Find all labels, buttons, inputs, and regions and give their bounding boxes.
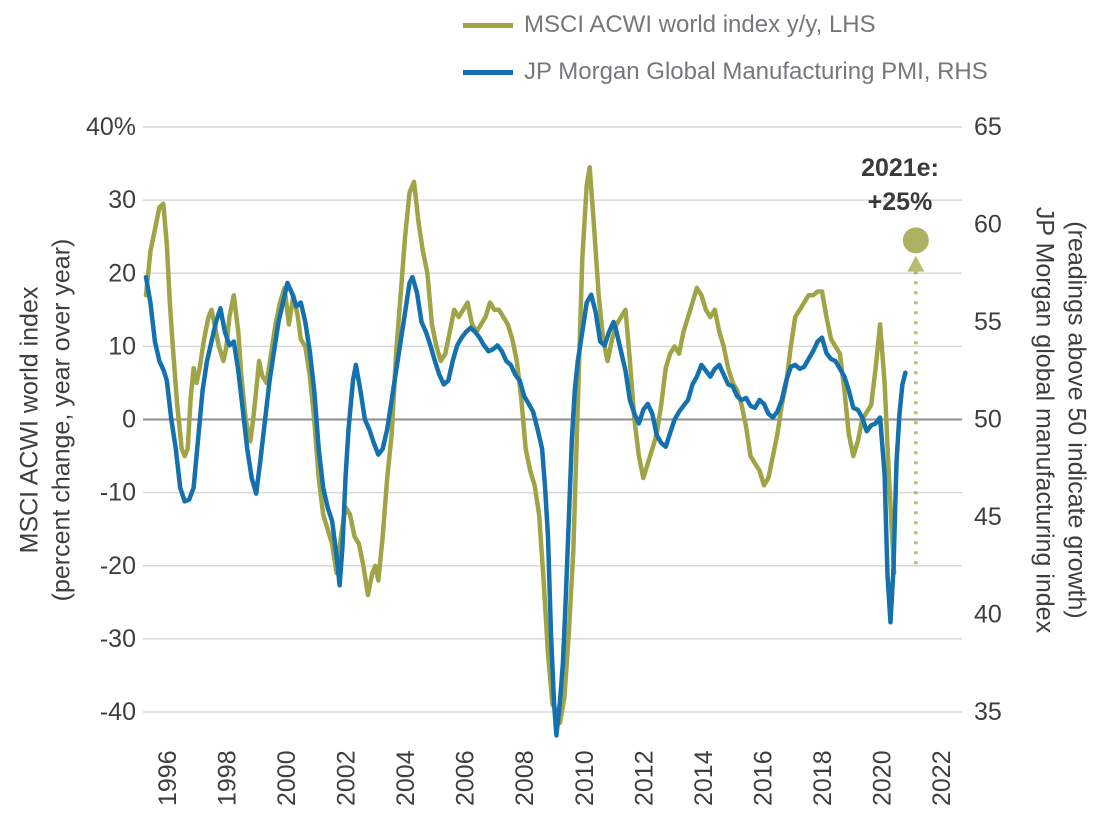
left-tick-label: -20 [100, 552, 136, 580]
x-tick-label: 2002 [333, 750, 361, 806]
x-tick-label: 2022 [928, 750, 956, 806]
left-tick-label: 20 [108, 259, 136, 287]
x-tick-label: 2006 [452, 750, 480, 806]
x-tick-label: 2020 [869, 750, 897, 806]
left-tick-label: -30 [100, 625, 136, 653]
left-tick-label: 10 [108, 332, 136, 360]
right-tick-label: 50 [974, 406, 1002, 434]
x-tick-label: 2018 [809, 750, 837, 806]
x-tick-label: 1996 [154, 750, 182, 806]
x-tick-label: 2014 [690, 750, 718, 806]
right-tick-label: 45 [974, 503, 1002, 531]
msci-series-line [143, 164, 897, 726]
legend-label-msci: MSCI ACWI world index y/y, LHS [524, 11, 876, 38]
right-tick-label: 35 [974, 698, 1002, 726]
x-tick-label: 1998 [213, 750, 241, 806]
legend: MSCI ACWI world index y/y, LHS JP Morgan… [463, 10, 988, 104]
legend-item-msci: MSCI ACWI world index y/y, LHS [463, 10, 988, 40]
x-tick-label: 2012 [630, 750, 658, 806]
legend-label-pmi: JP Morgan Global Manufacturing PMI, RHS [524, 58, 988, 85]
left-tick-label: -40 [100, 698, 136, 726]
forecast-annotation: 2021e: +25% [836, 152, 964, 220]
right-tick-label: 60 [974, 211, 1002, 239]
left-tick-label: 40% [86, 113, 136, 141]
x-tick-label: 2000 [273, 750, 301, 806]
forecast-annotation-line2: +25% [867, 187, 933, 216]
x-tick-label: 2008 [511, 750, 539, 806]
forecast-annotation-line1: 2021e: [861, 154, 939, 182]
pmi-series-line [143, 274, 908, 738]
right-axis-title-line1: JP Morgan global manufacturing index [1030, 206, 1059, 634]
forecast-dot [902, 227, 929, 254]
x-tick-label: 2004 [392, 750, 420, 806]
right-tick-label: 55 [974, 308, 1002, 336]
x-tick-label: 2010 [571, 750, 599, 806]
left-axis-title-line1: MSCI ACWI world index [15, 286, 44, 554]
right-axis-title-line2: (readings above 50 indicate growth) [1062, 221, 1091, 619]
pmi-line-swatch [463, 69, 513, 75]
forecast-arrow-head [907, 255, 925, 272]
msci-line-swatch [463, 22, 513, 28]
left-axis-title-line2: (percent change, year over year) [47, 238, 76, 602]
left-tick-label: 30 [108, 186, 136, 214]
right-tick-label: 40 [974, 601, 1002, 629]
legend-item-pmi: JP Morgan Global Manufacturing PMI, RHS [463, 57, 988, 87]
left-tick-label: -10 [100, 479, 136, 507]
left-tick-label: 0 [122, 406, 136, 434]
x-tick-label: 2016 [749, 750, 777, 806]
right-tick-label: 65 [974, 113, 1002, 141]
